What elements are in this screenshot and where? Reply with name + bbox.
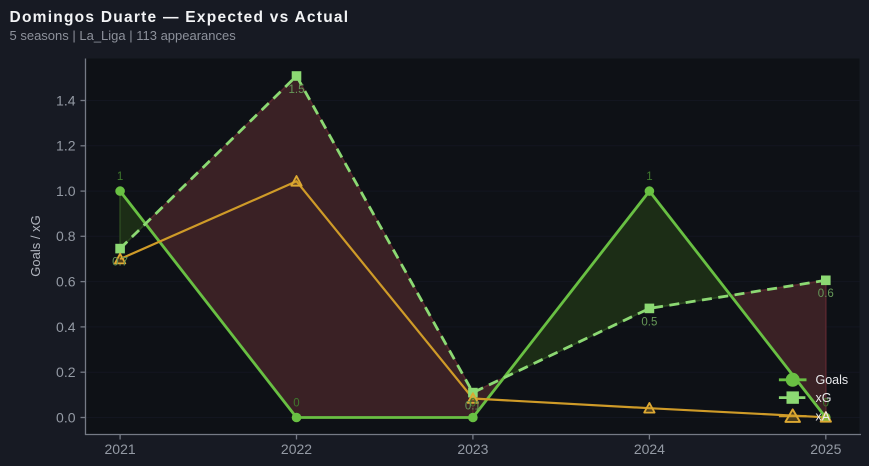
svg-text:xA: xA xyxy=(816,410,831,424)
svg-text:0: 0 xyxy=(823,398,829,410)
svg-text:Domingos Duarte — Expected vs: Domingos Duarte — Expected vs Actual xyxy=(10,9,350,26)
svg-text:1.5: 1.5 xyxy=(289,84,305,96)
svg-text:0: 0 xyxy=(470,398,476,410)
svg-text:0.0: 0.0 xyxy=(56,409,76,425)
svg-text:0.2: 0.2 xyxy=(56,364,76,380)
svg-text:xG: xG xyxy=(816,391,832,405)
svg-text:0.8: 0.8 xyxy=(56,228,76,244)
svg-text:2023: 2023 xyxy=(457,441,488,457)
svg-text:2022: 2022 xyxy=(281,441,312,457)
svg-text:1: 1 xyxy=(646,171,652,183)
svg-text:5 seasons | La_Liga | 113 appe: 5 seasons | La_Liga | 113 appearances xyxy=(10,28,237,43)
svg-text:1.4: 1.4 xyxy=(56,92,76,108)
svg-text:0.6: 0.6 xyxy=(56,274,76,290)
svg-text:1.0: 1.0 xyxy=(56,183,76,199)
svg-text:Goals / xG: Goals / xG xyxy=(28,215,43,276)
svg-text:2024: 2024 xyxy=(634,441,665,457)
svg-text:1: 1 xyxy=(117,171,123,183)
svg-text:0: 0 xyxy=(293,398,299,410)
svg-text:1.2: 1.2 xyxy=(56,138,76,154)
svg-text:Goals: Goals xyxy=(816,373,849,387)
svg-text:2021: 2021 xyxy=(105,441,136,457)
svg-text:0.5: 0.5 xyxy=(641,316,657,328)
svg-text:0.7: 0.7 xyxy=(112,257,128,269)
svg-text:2025: 2025 xyxy=(810,441,841,457)
svg-text:0.6: 0.6 xyxy=(818,288,834,300)
svg-text:0.4: 0.4 xyxy=(56,319,76,335)
svg-text:0.1: 0.1 xyxy=(465,401,481,413)
